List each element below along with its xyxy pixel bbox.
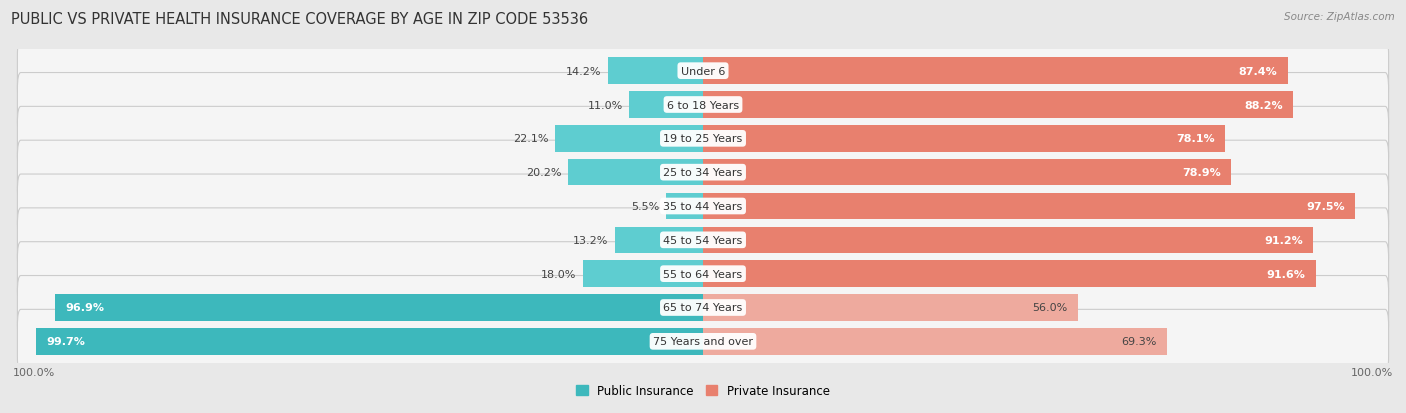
FancyBboxPatch shape bbox=[17, 141, 1389, 205]
Legend: Public Insurance, Private Insurance: Public Insurance, Private Insurance bbox=[571, 379, 835, 401]
Bar bbox=[703, 58, 1288, 85]
Text: 69.3%: 69.3% bbox=[1121, 337, 1157, 347]
Text: 19 to 25 Years: 19 to 25 Years bbox=[664, 134, 742, 144]
Bar bbox=[703, 328, 1167, 355]
FancyBboxPatch shape bbox=[17, 242, 1389, 306]
Text: 6 to 18 Years: 6 to 18 Years bbox=[666, 100, 740, 110]
Bar bbox=[703, 261, 1316, 287]
FancyBboxPatch shape bbox=[17, 175, 1389, 238]
Bar bbox=[630, 92, 703, 119]
Text: Source: ZipAtlas.com: Source: ZipAtlas.com bbox=[1284, 12, 1395, 22]
FancyBboxPatch shape bbox=[17, 74, 1389, 137]
Text: 11.0%: 11.0% bbox=[588, 100, 623, 110]
Bar bbox=[582, 261, 703, 287]
Text: 65 to 74 Years: 65 to 74 Years bbox=[664, 303, 742, 313]
Text: Under 6: Under 6 bbox=[681, 66, 725, 76]
Bar bbox=[703, 294, 1077, 321]
Bar bbox=[703, 159, 1230, 186]
Text: 91.6%: 91.6% bbox=[1267, 269, 1306, 279]
Bar bbox=[703, 126, 1226, 152]
Text: 20.2%: 20.2% bbox=[526, 168, 561, 178]
Bar bbox=[55, 294, 703, 321]
Text: 35 to 44 Years: 35 to 44 Years bbox=[664, 202, 742, 211]
Bar bbox=[37, 328, 703, 355]
Text: 13.2%: 13.2% bbox=[572, 235, 607, 245]
FancyBboxPatch shape bbox=[17, 276, 1389, 339]
Text: 78.1%: 78.1% bbox=[1177, 134, 1215, 144]
Text: 78.9%: 78.9% bbox=[1182, 168, 1220, 178]
Bar bbox=[568, 159, 703, 186]
Text: 55 to 64 Years: 55 to 64 Years bbox=[664, 269, 742, 279]
Text: 75 Years and over: 75 Years and over bbox=[652, 337, 754, 347]
Bar bbox=[607, 58, 703, 85]
Bar bbox=[703, 92, 1294, 119]
Text: 99.7%: 99.7% bbox=[46, 337, 84, 347]
FancyBboxPatch shape bbox=[17, 208, 1389, 272]
FancyBboxPatch shape bbox=[17, 107, 1389, 171]
Text: 18.0%: 18.0% bbox=[540, 269, 576, 279]
Text: 97.5%: 97.5% bbox=[1306, 202, 1346, 211]
Text: 5.5%: 5.5% bbox=[631, 202, 659, 211]
Text: 56.0%: 56.0% bbox=[1032, 303, 1067, 313]
Text: 22.1%: 22.1% bbox=[513, 134, 548, 144]
Text: 88.2%: 88.2% bbox=[1244, 100, 1282, 110]
Text: 96.9%: 96.9% bbox=[65, 303, 104, 313]
Text: 87.4%: 87.4% bbox=[1239, 66, 1278, 76]
Bar bbox=[703, 227, 1313, 254]
FancyBboxPatch shape bbox=[17, 40, 1389, 103]
Text: PUBLIC VS PRIVATE HEALTH INSURANCE COVERAGE BY AGE IN ZIP CODE 53536: PUBLIC VS PRIVATE HEALTH INSURANCE COVER… bbox=[11, 12, 588, 27]
Text: 14.2%: 14.2% bbox=[565, 66, 602, 76]
Bar bbox=[614, 227, 703, 254]
Bar bbox=[666, 193, 703, 220]
Bar bbox=[555, 126, 703, 152]
Bar bbox=[703, 193, 1355, 220]
Text: 45 to 54 Years: 45 to 54 Years bbox=[664, 235, 742, 245]
FancyBboxPatch shape bbox=[17, 310, 1389, 373]
Text: 91.2%: 91.2% bbox=[1264, 235, 1303, 245]
Text: 25 to 34 Years: 25 to 34 Years bbox=[664, 168, 742, 178]
